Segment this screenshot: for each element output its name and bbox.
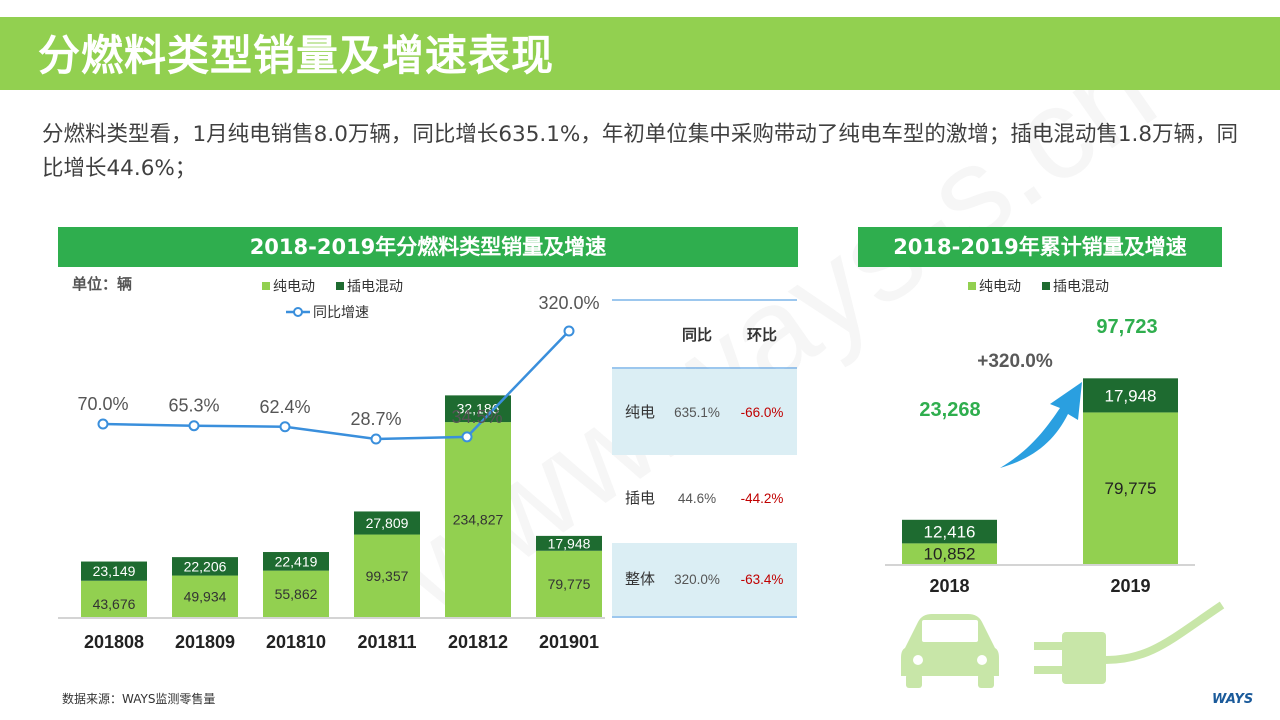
growth-point xyxy=(461,431,473,443)
table-yoy: 44.6% xyxy=(678,491,716,506)
table-row-label: 插电 xyxy=(625,490,655,507)
annual-bev-label: 10,852 xyxy=(924,545,976,564)
table-mom: -44.2% xyxy=(741,491,784,506)
annual-bars: 10,852 12,416 2018 23,268 79,775 17,948 2019 97… xyxy=(902,316,1178,596)
monthly-growth-line: 70.0% 65.3% 62.4% 28.7% 34.5% 320.0% xyxy=(77,293,600,445)
table-header-mom: 环比 xyxy=(747,326,777,344)
car-icon xyxy=(901,614,999,688)
table-row-band xyxy=(612,543,797,616)
monthly-x-labels: 201808 201809 201810 201811 201812 201901 xyxy=(84,632,599,652)
annual-bev-label: 79,775 xyxy=(1105,479,1157,498)
growth-point xyxy=(563,325,575,337)
growth-label: +320.0% xyxy=(977,351,1053,372)
annual-phev-label: 17,948 xyxy=(1105,386,1157,405)
growth-label: 34.5% xyxy=(451,407,502,427)
growth-label: 62.4% xyxy=(259,397,310,417)
legend-phev: 插电混动 xyxy=(1053,278,1109,294)
annual-total-label: 97,723 xyxy=(1096,316,1157,338)
growth-line xyxy=(102,330,570,441)
ways-logo: WAYS xyxy=(1212,692,1254,707)
growth-label: 28.7% xyxy=(350,409,401,429)
table-mom: -63.4% xyxy=(741,572,784,587)
table-mom: -66.0% xyxy=(741,405,784,420)
growth-point xyxy=(97,418,109,430)
table-row-label: 整体 xyxy=(625,571,655,588)
plug-icon xyxy=(1034,601,1225,684)
legend-bev-swatch xyxy=(968,282,976,290)
unit-label: 单位：辆 xyxy=(72,275,132,293)
growth-point xyxy=(279,421,291,433)
bar-bev-201810 xyxy=(263,570,329,617)
bar-phev-201810 xyxy=(263,552,329,571)
annual-bar-bev-2018 xyxy=(902,543,997,564)
bar-phev-201812 xyxy=(445,395,511,423)
bar-phev-label: 22,206 xyxy=(184,558,227,574)
bar-bev-201808 xyxy=(81,580,147,617)
bar-bev-label: 99,357 xyxy=(366,568,409,584)
bar-phev-label: 23,149 xyxy=(93,563,136,579)
table-yoy: 320.0% xyxy=(674,572,720,587)
annual-total-label: 23,268 xyxy=(919,399,980,421)
growth-point xyxy=(370,433,382,445)
legend-phev-swatch xyxy=(1042,282,1050,290)
growth-point xyxy=(188,420,200,432)
growth-arrow-icon xyxy=(1000,382,1082,468)
bar-phev-201809 xyxy=(172,557,238,576)
legend-phev-swatch xyxy=(336,282,344,290)
table-yoy: 635.1% xyxy=(674,405,720,420)
table-row-band xyxy=(612,369,797,455)
legend-line-marker xyxy=(293,307,303,317)
growth-label: 65.3% xyxy=(168,396,219,416)
bar-phev-201808 xyxy=(81,561,147,581)
page-title: 分燃料类型销量及增速表现 xyxy=(38,31,555,80)
bar-phev-label: 17,948 xyxy=(548,535,591,551)
table-rows: 纯电 635.1% -66.0% 插电 44.6% -44.2% 整体 320.0% -63.4… xyxy=(625,404,783,588)
bar-bev-label: 55,862 xyxy=(275,586,318,602)
legend-phev: 插电混动 xyxy=(347,278,403,294)
x-tick-label: 201811 xyxy=(357,632,416,652)
bar-bev-label: 234,827 xyxy=(453,512,504,528)
annual-x-tick: 2018 xyxy=(929,576,969,596)
growth-label: 70.0% xyxy=(77,394,128,414)
title-bar xyxy=(0,17,1280,90)
x-tick-label: 201808 xyxy=(84,632,144,652)
bar-bev-label: 79,775 xyxy=(548,576,591,592)
bar-bev-201809 xyxy=(172,575,238,617)
left-chart-title: 2018-2019年分燃料类型销量及增速 xyxy=(58,227,798,267)
summary-text: 分燃料类型看，1月纯电销售8.0万辆，同比增长635.1%，年初单位集中采购带动… xyxy=(42,122,1239,181)
bar-bev-201901 xyxy=(536,550,602,617)
x-tick-label: 201809 xyxy=(175,632,235,652)
legend-bev: 纯电动 xyxy=(273,278,315,294)
monthly-bars: 43,676 23,149 49,934 22,206 55,862 22,419 99,3… xyxy=(81,395,602,617)
bar-bev-201812 xyxy=(445,422,511,617)
bar-phev-label: 27,809 xyxy=(366,515,409,531)
right-chart-title: 2018-2019年累计销量及增速 xyxy=(858,227,1222,267)
bar-bev-201811 xyxy=(354,534,420,617)
bar-phev-201901 xyxy=(536,535,602,551)
growth-label: 320.0% xyxy=(538,293,599,313)
annual-bar-bev-2019 xyxy=(1083,412,1178,564)
bar-phev-label: 22,419 xyxy=(275,553,318,569)
bar-bev-label: 49,934 xyxy=(184,588,227,604)
x-tick-label: 201901 xyxy=(539,632,599,652)
source-note: 数据来源：WAYS监测零售量 xyxy=(62,692,216,706)
legend-yoy: 同比增速 xyxy=(313,304,369,320)
bar-phev-201811 xyxy=(354,511,420,535)
table-row-label: 纯电 xyxy=(625,404,655,421)
table-header-yoy: 同比 xyxy=(682,326,712,344)
bar-bev-label: 43,676 xyxy=(93,596,136,612)
annual-x-tick: 2019 xyxy=(1110,576,1150,596)
annual-bar-phev-2018 xyxy=(902,519,997,544)
annual-bar-phev-2019 xyxy=(1083,378,1178,413)
annual-phev-label: 12,416 xyxy=(924,523,976,542)
legend-bev-swatch xyxy=(262,282,270,290)
x-tick-label: 201810 xyxy=(266,632,326,652)
x-tick-label: 201812 xyxy=(448,632,508,652)
legend-bev: 纯电动 xyxy=(979,278,1021,294)
